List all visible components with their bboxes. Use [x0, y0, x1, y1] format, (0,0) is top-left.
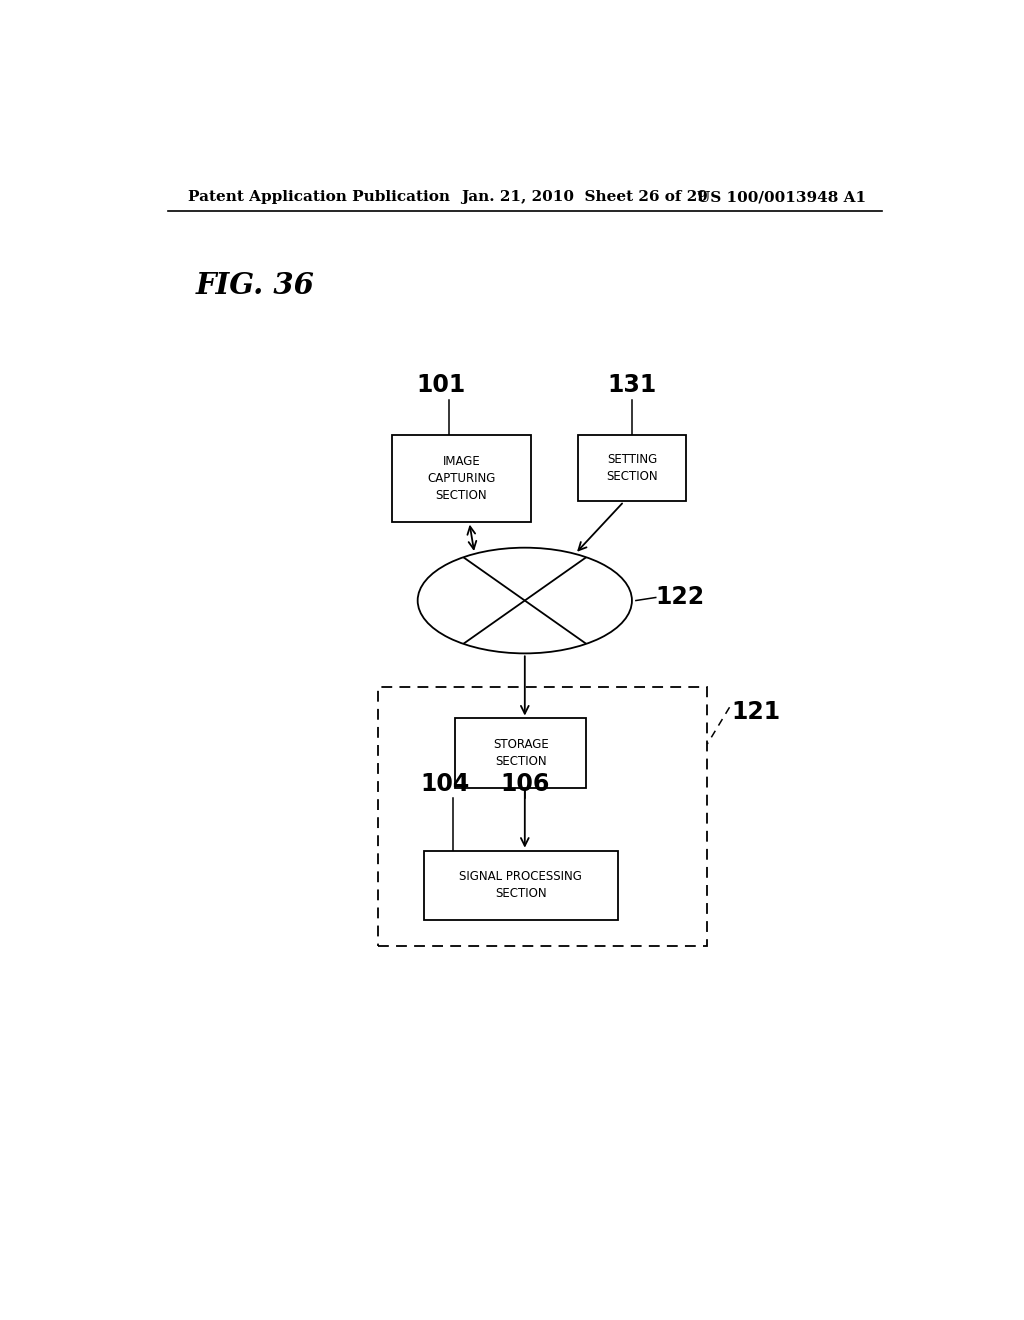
Bar	[456, 718, 587, 788]
Text: 121: 121	[731, 701, 780, 725]
Text: SIGNAL PROCESSING
SECTION: SIGNAL PROCESSING SECTION	[460, 870, 583, 900]
Text: SETTING
SECTION: SETTING SECTION	[606, 453, 657, 483]
Text: 131: 131	[607, 374, 656, 397]
Text: US 100/0013948 A1: US 100/0013948 A1	[697, 190, 866, 205]
Text: Patent Application Publication: Patent Application Publication	[187, 190, 450, 205]
Text: 122: 122	[655, 586, 705, 610]
Text: FIG. 36: FIG. 36	[196, 271, 314, 300]
Text: IMAGE
CAPTURING
SECTION: IMAGE CAPTURING SECTION	[427, 455, 496, 502]
Text: STORAGE
SECTION: STORAGE SECTION	[493, 738, 549, 768]
Bar	[378, 686, 708, 946]
Text: 106: 106	[500, 772, 550, 796]
Ellipse shape	[418, 548, 632, 653]
Bar	[579, 436, 685, 502]
Text: Jan. 21, 2010  Sheet 26 of 29: Jan. 21, 2010 Sheet 26 of 29	[461, 190, 709, 205]
Text: 101: 101	[417, 374, 466, 397]
Bar	[392, 436, 530, 521]
Text: 104: 104	[421, 772, 470, 796]
Bar	[424, 850, 618, 920]
